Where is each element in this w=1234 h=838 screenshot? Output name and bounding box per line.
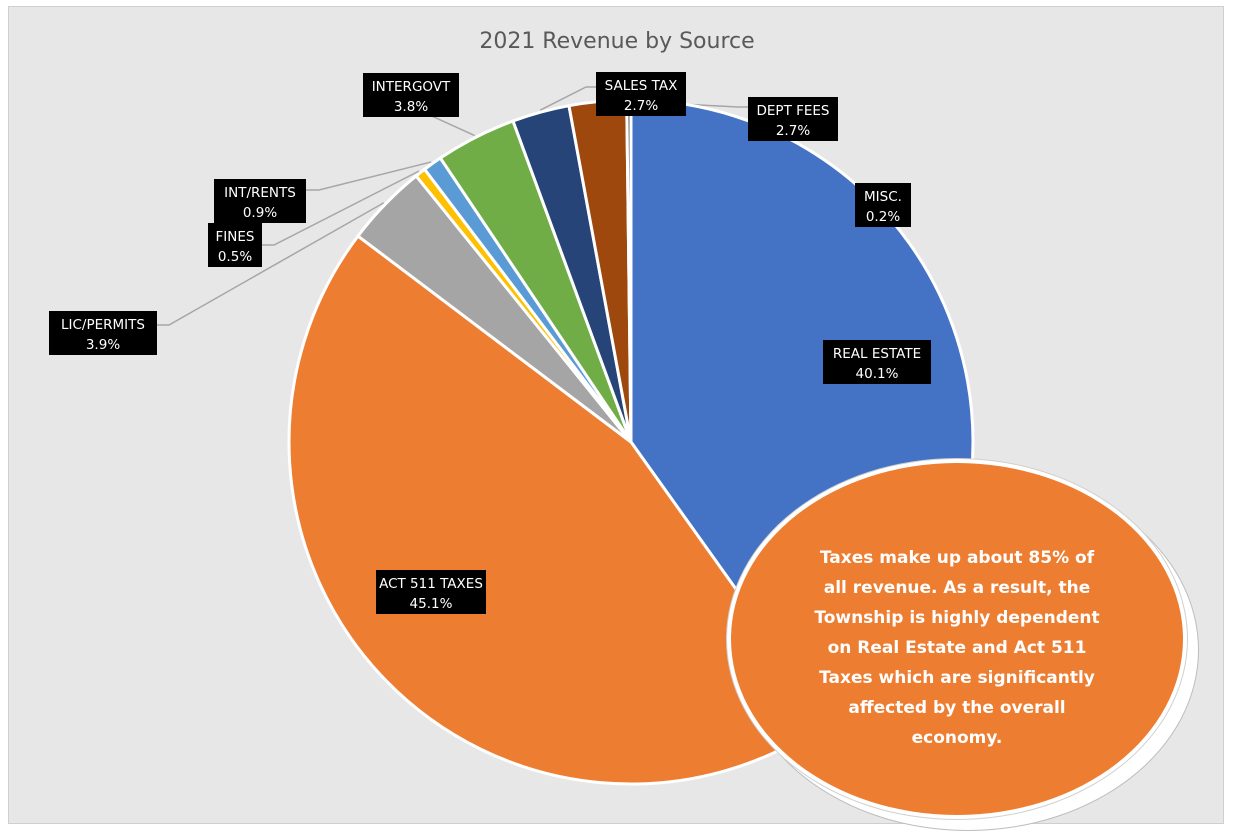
leader-line-lic-permits — [157, 202, 385, 326]
data-labels: REAL ESTATE 40.1% ACT 511 TAXES 45.1% LIC/PE… — [49, 72, 931, 614]
data-label-value-act-511-taxes: 45.1% — [410, 596, 453, 612]
callout-bubble: Taxes make up about 85% of all revenue. … — [727, 459, 1187, 819]
data-label-value-int-rents: 0.9% — [243, 205, 277, 221]
data-label-value-misc: 0.2% — [866, 209, 900, 225]
callout-text: Taxes make up about 85% of all revenue. … — [814, 548, 1100, 748]
data-label-value-dept-fees: 2.7% — [776, 123, 810, 139]
data-label-box-intergovt — [363, 73, 459, 117]
data-label-value-sales-tax: 2.7% — [624, 98, 658, 114]
chart-area: 2021 Revenue by Source REAL ESTATE 40.1% A… — [8, 6, 1224, 831]
data-label-value-intergovt: 3.8% — [394, 99, 428, 115]
data-label-box-lic-permits — [49, 311, 157, 355]
data-label-box-dept-fees — [748, 97, 838, 141]
leader-line-fines — [262, 170, 420, 246]
data-label-name-misc: MISC. — [864, 189, 902, 205]
data-label-name-real-estate: REAL ESTATE — [833, 346, 921, 362]
data-label-box-sales-tax — [596, 72, 686, 116]
data-label-name-act-511-taxes: ACT 511 TAXES — [379, 576, 483, 592]
data-label-name-intergovt: INTERGOVT — [372, 79, 451, 95]
data-label-box-misc — [855, 183, 911, 227]
data-label-name-lic-permits: LIC/PERMITS — [61, 317, 145, 333]
data-label-box-fines — [208, 223, 262, 267]
data-label-value-lic-permits: 3.9% — [86, 337, 120, 353]
data-label-name-fines: FINES — [216, 229, 255, 245]
data-label-name-sales-tax: SALES TAX — [605, 78, 678, 94]
data-label-box-int-rents — [214, 179, 306, 223]
callout: Taxes make up about 85% of all revenue. … — [727, 459, 1199, 834]
data-label-box-real-estate — [823, 340, 931, 384]
data-label-name-dept-fees: DEPT FEES — [757, 103, 830, 119]
pie-slice-act-511-taxes — [287, 233, 832, 786]
data-label-value-real-estate: 40.1% — [856, 366, 899, 382]
data-label-box-act-511-taxes — [376, 570, 486, 614]
data-label-name-int-rents: INT/RENTS — [224, 185, 296, 201]
chart-title: 2021 Revenue by Source — [479, 29, 755, 54]
data-label-value-fines: 0.5% — [218, 249, 252, 265]
leader-line-sales-tax — [539, 86, 596, 111]
leader-line-int-rents — [306, 161, 432, 191]
